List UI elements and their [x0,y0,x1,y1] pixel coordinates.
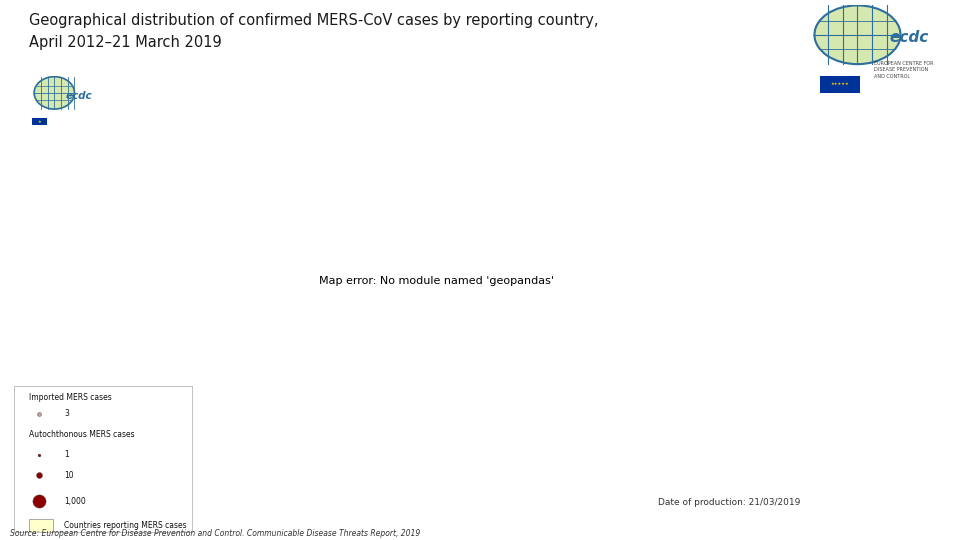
Bar [32,118,47,125]
Bar [820,76,860,93]
Text: April 2012–21 March 2019: April 2012–21 March 2019 [29,35,222,50]
Point [32,497,47,505]
Text: ★★★★★: ★★★★★ [830,82,850,86]
Text: ecdc: ecdc [890,30,929,45]
Point [32,471,47,480]
Text: ★: ★ [37,119,41,124]
Text: 3: 3 [64,409,69,418]
Circle shape [814,5,900,64]
Text: Imported MERS cases: Imported MERS cases [29,393,111,402]
Text: Autochthonous MERS cases: Autochthonous MERS cases [29,430,134,438]
Point [32,409,47,418]
Point [32,450,47,459]
Text: Map error: No module named 'geopandas': Map error: No module named 'geopandas' [320,276,554,286]
Text: Countries reporting MERS cases: Countries reporting MERS cases [64,521,187,530]
Text: 1: 1 [64,450,69,459]
Text: 9: 9 [908,508,922,526]
Text: EUROPEAN CENTRE FOR
DISEASE PREVENTION
AND CONTROL: EUROPEAN CENTRE FOR DISEASE PREVENTION A… [874,60,933,79]
Circle shape [35,77,75,109]
Text: Geographical distribution of confirmed MERS-CoV cases by reporting country,: Geographical distribution of confirmed M… [29,14,598,29]
Text: Date of production: 21/03/2019: Date of production: 21/03/2019 [658,498,800,507]
Text: 10: 10 [64,470,74,480]
Bar [29,519,54,532]
Text: 1,000: 1,000 [64,497,85,506]
Text: ecdc: ecdc [65,91,92,101]
Text: Source: European Centre for Disease Prevention and Control. Communicable Disease: Source: European Centre for Disease Prev… [10,529,420,538]
